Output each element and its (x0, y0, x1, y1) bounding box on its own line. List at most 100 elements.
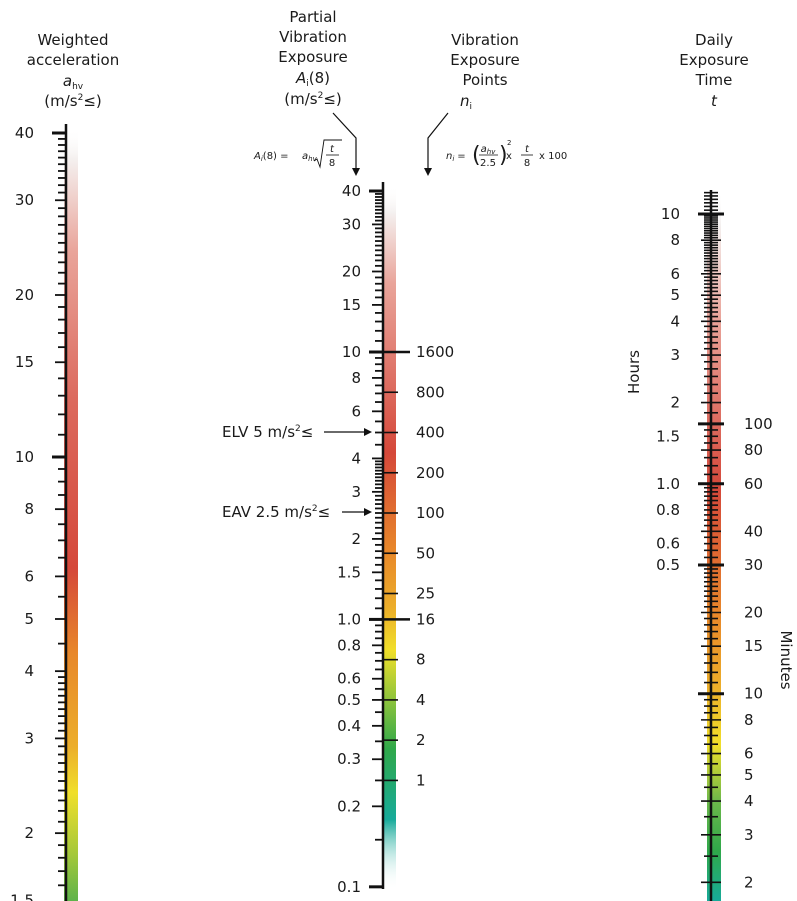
time-header-line-3: Time (695, 71, 733, 89)
acceleration-tick-label: 3 (24, 729, 34, 747)
points-tick-label: 25 (416, 585, 435, 603)
partial-arrow-icon (332, 112, 357, 170)
hours-tick-label: 4 (670, 312, 680, 330)
acceleration-tick-label: 15 (15, 353, 34, 371)
acceleration-header: Weighted acceleration ahv (m/s2≤) (27, 31, 119, 110)
partial-colour-bar (382, 185, 396, 890)
partial-tick-label: 40 (342, 182, 361, 200)
partial-unit: (m/s2≤) (284, 90, 342, 108)
formula-n-paren-open: ( (472, 143, 481, 168)
acceleration-symbol: ahv (63, 72, 84, 92)
partial-tick-label: 0.5 (337, 691, 361, 709)
hours-tick-label: 1.0 (656, 475, 680, 493)
acceleration-tick-label: 10 (15, 448, 34, 466)
points-tick-label: 4 (416, 691, 426, 709)
minutes-tick-label: 15 (744, 637, 763, 655)
time-ticks (698, 191, 724, 884)
partial-tick-label: 1.5 (337, 563, 361, 581)
partial-tick-label: 0.2 (337, 797, 361, 815)
points-tick-label: 16 (416, 610, 435, 628)
points-tick-label: 2 (416, 731, 426, 749)
partial-arrowhead-icon (352, 168, 360, 176)
points-ticks (383, 350, 410, 782)
minutes-tick-label: 4 (744, 792, 754, 810)
points-arrow-icon (427, 112, 449, 170)
eav-arrowhead-icon (364, 508, 372, 516)
time-colour-bar (707, 190, 721, 901)
partial-ticks (369, 189, 383, 889)
points-header: Vibration Exposure Points ni (450, 31, 519, 112)
points-symbol: ni (460, 92, 472, 112)
acceleration-tick-label: 1.5 (10, 891, 34, 901)
partial-tick-label: 15 (342, 296, 361, 314)
minutes-tick-label: 80 (744, 441, 763, 459)
formula-n-lhs: ni = (446, 151, 466, 163)
hours-tick-label: 2 (670, 394, 680, 412)
formula-n-paren-close: ) (499, 143, 508, 168)
elv-arrowhead-icon (364, 428, 372, 436)
partial-tick-label: 0.8 (337, 636, 361, 654)
points-tick-label: 400 (416, 424, 445, 442)
partial-tick-label: 1.0 (337, 610, 361, 628)
formula-a8: Ai(8) = ahv t 8 (253, 139, 342, 169)
partial-tick-label: 0.1 (337, 878, 361, 896)
hours-tick-label: 3 (670, 346, 680, 364)
partial-tick-label: 8 (351, 369, 361, 387)
acceleration-header-line-1: Weighted (37, 31, 108, 49)
hours-tick-label: 0.6 (656, 535, 680, 553)
partial-tick-label: 0.4 (337, 717, 361, 735)
formula-a8-num: t (330, 144, 335, 155)
hours-tick-label: 5 (670, 286, 680, 304)
time-header-line-2: Exposure (679, 51, 748, 69)
acceleration-tick-label: 4 (24, 662, 34, 680)
formula-a8-sqrt-icon (313, 139, 342, 169)
points-tick-label: 100 (416, 504, 445, 522)
header-arrows (332, 112, 449, 176)
acceleration-ticks (52, 131, 66, 887)
formula-n: ni = ( ahv 2.5 ) 2 x t 8 x 100 (446, 139, 567, 169)
points-tick-label: 1600 (416, 343, 454, 361)
points-tick-label: 800 (416, 383, 445, 401)
partial-tick-label: 10 (342, 343, 361, 361)
minutes-tick-label: 20 (744, 604, 763, 622)
minutes-tick-label: 40 (744, 522, 763, 540)
formula-n-tail: x 100 (539, 151, 567, 162)
hours-tick-label: 8 (670, 231, 680, 249)
points-arrowhead-icon (424, 168, 432, 176)
formula-n-square: 2 (507, 139, 511, 147)
formula-n-den2: 8 (524, 158, 530, 169)
partial-header-line-1: Partial (289, 8, 336, 26)
minutes-tick-label: 30 (744, 556, 763, 574)
hours-tick-label: 6 (670, 265, 680, 283)
points-tick-label: 8 (416, 651, 426, 669)
minutes-tick-label: 10 (744, 685, 763, 703)
partial-tick-label: 0.6 (337, 670, 361, 688)
acceleration-tick-labels: 40 30 20 15 10 8 6 5 4 3 2 1.5 (10, 124, 34, 901)
partial-tick-label: 2 (351, 530, 361, 548)
points-tick-label: 50 (416, 544, 435, 562)
limit-markers: ELV 5 m/s2≤ EAV 2.5 m/s2≤ (222, 423, 372, 521)
points-tick-label: 200 (416, 464, 445, 482)
partial-symbol: Ai(8) (295, 69, 330, 89)
formula-n-times: x (506, 151, 512, 162)
time-header-line-1: Daily (695, 31, 733, 49)
minutes-tick-label: 8 (744, 711, 754, 729)
hours-axis-label: Hours (625, 350, 643, 394)
acceleration-tick-label: 30 (15, 191, 34, 209)
acceleration-tick-label: 8 (24, 500, 34, 518)
partial-tick-label: 4 (351, 449, 361, 467)
formula-a8-den: 8 (329, 158, 335, 169)
partial-header-line-3: Exposure (278, 48, 347, 66)
minutes-tick-label: 100 (744, 415, 773, 433)
minutes-axis-label: Minutes (777, 630, 795, 689)
hours-tick-labels: 10 8 6 5 4 3 2 1.5 1.0 0.8 0.6 0.5 (656, 205, 680, 574)
eav-label: EAV 2.5 m/s2≤ (222, 503, 330, 521)
elv-label: ELV 5 m/s2≤ (222, 423, 313, 441)
partial-tick-label: 30 (342, 215, 361, 233)
time-header: Daily Exposure Time t (679, 31, 748, 110)
acceleration-tick-label: 5 (24, 610, 34, 628)
acceleration-unit: (m/s2≤) (44, 92, 102, 110)
acceleration-header-line-2: acceleration (27, 51, 119, 69)
partial-tick-labels: 40 30 20 15 10 8 6 4 3 2 1.5 1.0 0.8 0.6 0.5 0.4 0.3 0.2 0… (337, 182, 361, 896)
partial-tick-label: 6 (351, 402, 361, 420)
